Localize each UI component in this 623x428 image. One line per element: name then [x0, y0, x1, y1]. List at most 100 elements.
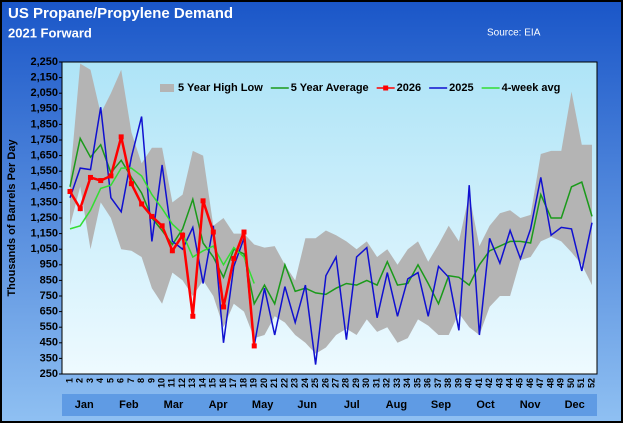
y-tick-label: 450: [40, 337, 58, 349]
x-tick-label: 19: [249, 378, 259, 388]
month-strip: [62, 394, 597, 416]
legend-label: 5 Year Average: [291, 82, 369, 94]
y-tick-label: 950: [40, 259, 58, 271]
month-label: Apr: [209, 399, 229, 411]
x-tick-label: 25: [310, 378, 320, 388]
x-tick-label: 7: [126, 378, 136, 383]
x-tick-label: 51: [576, 378, 586, 388]
x-tick-label: 21: [269, 378, 279, 388]
x-tick-label: 30: [361, 378, 371, 388]
legend-label: 5 Year High Low: [178, 82, 263, 94]
x-tick-label: 33: [392, 378, 402, 388]
series-line: [69, 107, 593, 365]
x-tick-label: 32: [382, 378, 392, 388]
x-tick-label: 44: [504, 378, 514, 388]
data-point: [221, 304, 227, 310]
y-tick-label: 1,750: [30, 134, 58, 146]
y-tick-label: 2,150: [30, 72, 58, 84]
x-tick-label: 5: [105, 378, 115, 383]
x-tick-label: 40: [464, 378, 474, 388]
data-point: [77, 206, 83, 212]
y-tick-label: 750: [40, 290, 58, 302]
data-point: [180, 232, 186, 238]
source: Source: EIA: [487, 28, 541, 39]
data-point: [231, 256, 237, 262]
x-tick-label: 10: [156, 378, 166, 388]
legend-marker: [383, 85, 389, 91]
plot-layer: 2503504505506507508509501,0501,1501,2501…: [30, 56, 596, 411]
x-tick-label: 49: [556, 378, 566, 388]
x-tick-label: 34: [402, 378, 412, 388]
y-tick-label: 650: [40, 306, 58, 318]
x-tick-label: 42: [484, 378, 494, 388]
data-point: [210, 229, 216, 235]
x-tick-label: 50: [566, 378, 576, 388]
legend-label: 4-week avg: [502, 82, 561, 94]
month-label: Feb: [119, 399, 139, 411]
x-tick-label: 37: [433, 378, 443, 388]
series-line: [69, 167, 255, 284]
x-tick-label: 17: [228, 378, 238, 388]
x-tick-label: 2: [75, 378, 85, 383]
x-tick-label: 18: [238, 378, 248, 388]
y-tick-label: 250: [40, 368, 58, 380]
chart-subtitle: 2021 Forward: [8, 25, 92, 40]
data-point: [159, 223, 165, 229]
y-tick-label: 2,250: [30, 56, 58, 68]
x-tick-label: 31: [371, 378, 381, 388]
y-tick-label: 1,150: [30, 228, 58, 240]
y-tick-label: 1,350: [30, 196, 58, 208]
x-tick-label: 29: [351, 378, 361, 388]
x-tick-label: 8: [136, 378, 146, 383]
x-tick-label: 3: [85, 378, 95, 383]
x-tick-label: 36: [423, 378, 433, 388]
y-tick-label: 850: [40, 274, 58, 286]
y-tick-label: 1,850: [30, 118, 58, 130]
x-tick-label: 11: [167, 378, 177, 388]
month-label: Jun: [297, 399, 317, 411]
series-line: [69, 136, 593, 306]
data-point: [98, 178, 104, 184]
month-label: Jan: [75, 399, 94, 411]
x-tick-label: 35: [412, 378, 422, 388]
x-tick-label: 24: [300, 378, 310, 388]
x-tick-label: 20: [259, 378, 269, 388]
data-point: [118, 134, 124, 140]
x-tick-label: 52: [586, 378, 596, 388]
data-point: [139, 201, 145, 207]
data-point: [169, 248, 175, 254]
x-tick-label: 41: [474, 378, 484, 388]
x-tick-label: 15: [208, 378, 218, 388]
y-tick-label: 1,650: [30, 150, 58, 162]
month-label: Jul: [344, 399, 360, 411]
x-tick-label: 27: [330, 378, 340, 388]
data-point: [200, 198, 206, 204]
legend-label: 2026: [397, 82, 421, 94]
data-point: [251, 343, 257, 349]
x-tick-label: 13: [187, 378, 197, 388]
high-low-band: [70, 63, 592, 354]
x-tick-label: 46: [525, 378, 535, 388]
chart-title: US Propane/Propylene Demand: [8, 5, 233, 22]
data-point: [67, 188, 73, 194]
month-label: May: [252, 399, 274, 411]
legend-label: 2025: [449, 82, 473, 94]
x-tick-label: 6: [116, 378, 126, 383]
y-tick-label: 1,950: [30, 103, 58, 115]
x-tick-label: 1: [64, 378, 74, 383]
month-label: Aug: [386, 399, 407, 411]
y-tick-label: 350: [40, 352, 58, 364]
x-tick-label: 39: [453, 378, 463, 388]
data-point: [149, 213, 155, 219]
y-tick-label: 1,450: [30, 181, 58, 193]
y-tick-label: 1,550: [30, 165, 58, 177]
y-tick-label: 2,050: [30, 87, 58, 99]
x-tick-label: 16: [218, 378, 228, 388]
x-tick-label: 23: [290, 378, 300, 388]
y-tick-label: 1,250: [30, 212, 58, 224]
data-point: [87, 174, 93, 180]
data-point: [128, 181, 134, 187]
month-label: Mar: [164, 399, 184, 411]
